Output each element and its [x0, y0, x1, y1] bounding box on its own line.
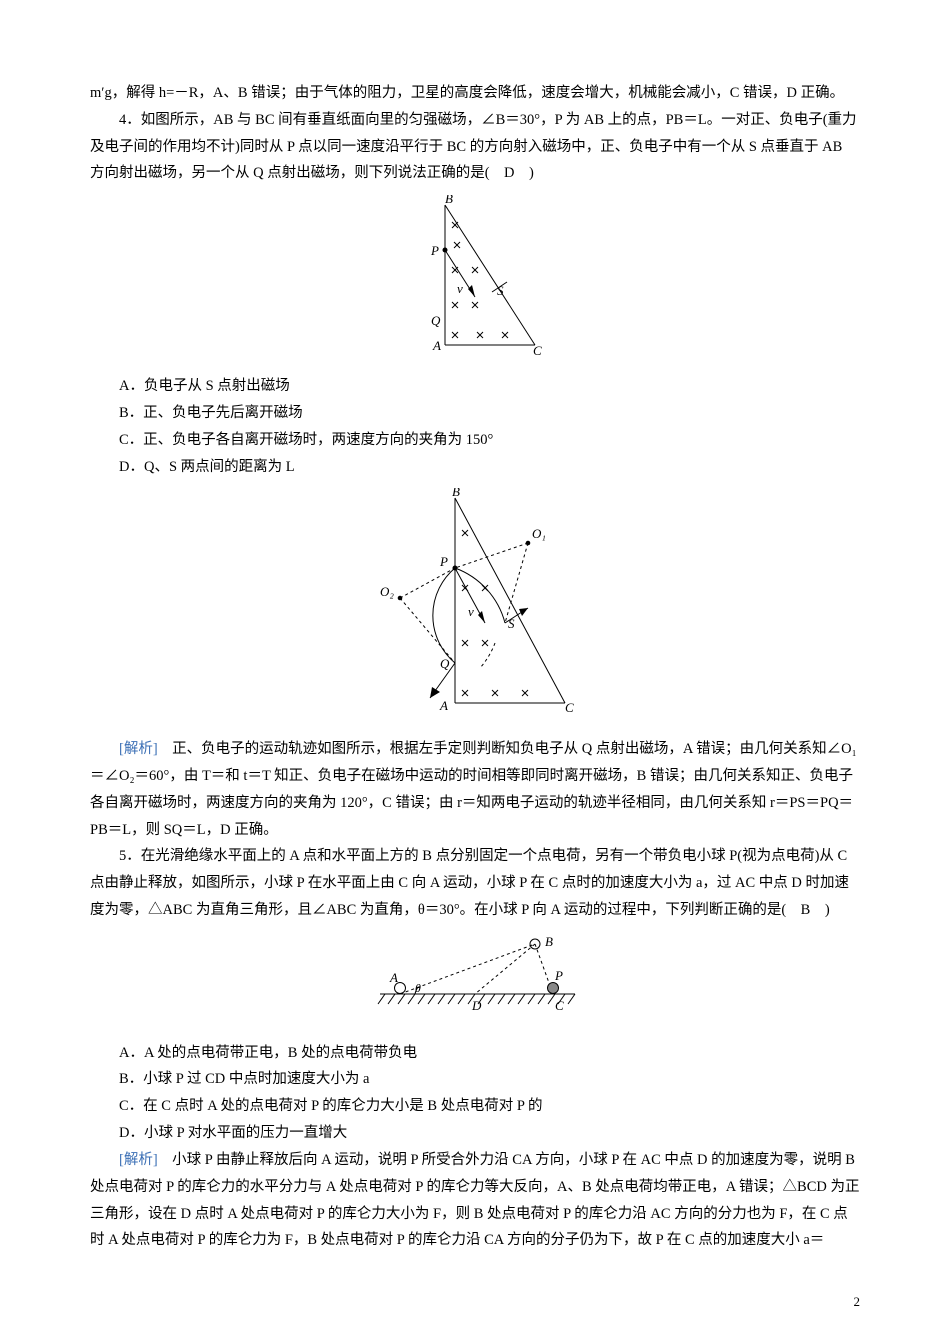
q5-figure: B A θ D P C	[90, 932, 860, 1032]
q4-optB: B．正、负电子先后离开磁场	[90, 400, 860, 427]
svg-text:P: P	[554, 968, 563, 983]
svg-text:D: D	[471, 998, 482, 1013]
q5-optB: B．小球 P 过 CD 中点时加速度大小为 a	[90, 1066, 860, 1093]
q5-optD: D．小球 P 对水平面的压力一直增大	[90, 1120, 860, 1147]
svg-text:O₂: O₂	[380, 584, 394, 599]
q4-optD: D．Q、S 两点间的距离为 L	[90, 454, 860, 481]
q5-stem: 5．在光滑绝缘水平面上的 A 点和水平面上方的 B 点分别固定一个点电荷，另有一…	[90, 843, 860, 923]
analysis-label-5: [解析]	[119, 1152, 158, 1168]
svg-text:O₁: O₁	[532, 526, 546, 541]
svg-text:v: v	[457, 281, 463, 296]
svg-text:B: B	[545, 934, 553, 949]
svg-text:P: P	[430, 243, 439, 258]
svg-text:B: B	[445, 195, 453, 206]
svg-text:Q: Q	[440, 656, 450, 671]
svg-text:A: A	[389, 970, 398, 985]
q5-analysis: [解析] 小球 P 由静止释放后向 A 运动，说明 P 所受合外力沿 CA 方向…	[90, 1147, 860, 1254]
q4-analysis-text: 正、负电子的运动轨迹如图所示，根据左手定则判断知负电子从 Q 点射出磁场，A 错…	[90, 741, 857, 837]
svg-text:C: C	[555, 998, 564, 1013]
prev-analysis-tail: m′g，解得 h=－R，A、B 错误；由于气体的阻力，卫星的高度会降低，速度会增…	[90, 80, 860, 107]
svg-text:A: A	[432, 338, 441, 353]
analysis-label: [解析]	[119, 741, 158, 757]
q4-figure-a: B A C P Q S v	[90, 195, 860, 365]
q5-optA: A．A 处的点电荷带正电，B 处的点电荷带负电	[90, 1040, 860, 1067]
svg-text:θ: θ	[415, 981, 421, 995]
q4-svg-a: B A C P Q S v	[405, 195, 545, 355]
q5-analysis-text: 小球 P 由静止释放后向 A 运动，说明 P 所受合外力沿 CA 方向，小球 P…	[90, 1152, 859, 1248]
svg-text:B: B	[452, 488, 460, 499]
q5-optC: C．在 C 点时 A 处的点电荷对 P 的库仑力大小是 B 处点电荷对 P 的	[90, 1093, 860, 1120]
q4-figure-b: O₁ O₂ P Q S B A C v	[90, 488, 860, 728]
svg-text:C: C	[565, 700, 574, 715]
svg-text:Q: Q	[431, 313, 441, 328]
q4-svg-b: O₁ O₂ P Q S B A C v	[370, 488, 580, 718]
svg-text:v: v	[468, 604, 474, 619]
svg-text:A: A	[439, 698, 448, 713]
q5-svg: B A θ D P C	[360, 932, 590, 1022]
q4-stem: 4．如图所示，AB 与 BC 间有垂直纸面向里的匀强磁场，∠B＝30°，P 为 …	[90, 107, 860, 187]
q4-analysis: [解析] 正、负电子的运动轨迹如图所示，根据左手定则判断知负电子从 Q 点射出磁…	[90, 736, 860, 843]
svg-text:P: P	[439, 554, 448, 569]
q4-optA: A．负电子从 S 点射出磁场	[90, 373, 860, 400]
q4-optC: C．正、负电子各自离开磁场时，两速度方向的夹角为 150°	[90, 427, 860, 454]
page-number: 2	[854, 1290, 861, 1314]
svg-text:C: C	[533, 343, 542, 355]
